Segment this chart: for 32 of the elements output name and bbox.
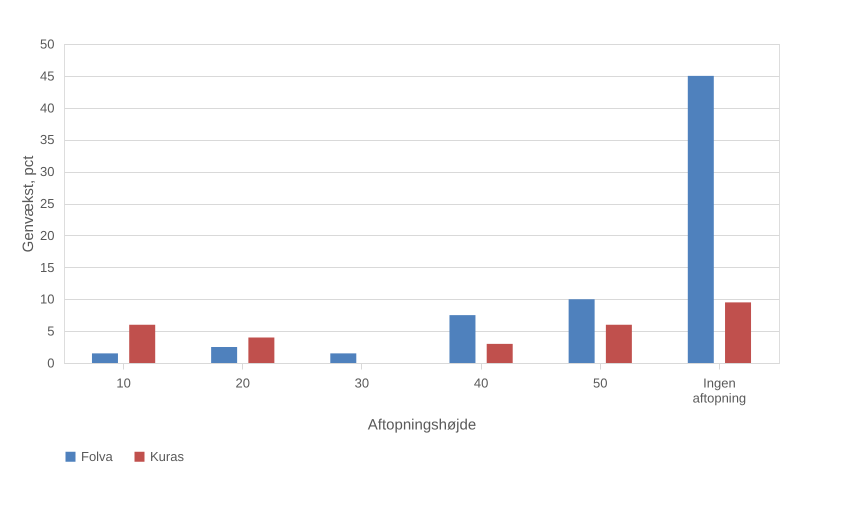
bar <box>248 337 274 363</box>
legend-label: Folva <box>81 448 114 464</box>
bar <box>211 347 238 363</box>
x-tick-label: Ingen aftopning <box>692 376 746 406</box>
y-tick-label: 35 <box>40 132 54 148</box>
y-tick-label: 45 <box>40 68 54 84</box>
y-tick-label: 20 <box>40 228 54 243</box>
y-tick-label: 25 <box>40 196 54 211</box>
bar <box>449 315 476 363</box>
x-tick-label: 50 <box>593 376 608 390</box>
y-tick-label: 10 <box>40 292 54 307</box>
y-axis-title: Genvækst, pct <box>20 154 38 252</box>
y-tick-label: 30 <box>40 164 54 180</box>
bar <box>568 299 595 363</box>
x-tick-label: 40 <box>474 376 488 390</box>
bar <box>486 344 513 363</box>
x-tick-label: 30 <box>354 376 370 390</box>
y-tick-label: 15 <box>40 260 54 275</box>
bar <box>688 76 714 363</box>
x-tick-label: 10 <box>116 376 131 390</box>
bar <box>330 353 356 363</box>
y-tick-label: 5 <box>47 324 54 339</box>
bar <box>725 302 752 363</box>
x-tick-label: 20 <box>236 376 250 390</box>
y-tick-label: 0 <box>47 356 54 370</box>
bar <box>606 324 632 363</box>
x-axis-title: Aftopningshøjde <box>368 416 476 434</box>
y-tick-label: 50 <box>40 36 54 52</box>
bar <box>92 353 118 363</box>
y-tick-label: 40 <box>40 100 54 116</box>
legend-label: Kuras <box>150 448 184 464</box>
bar <box>129 324 156 363</box>
